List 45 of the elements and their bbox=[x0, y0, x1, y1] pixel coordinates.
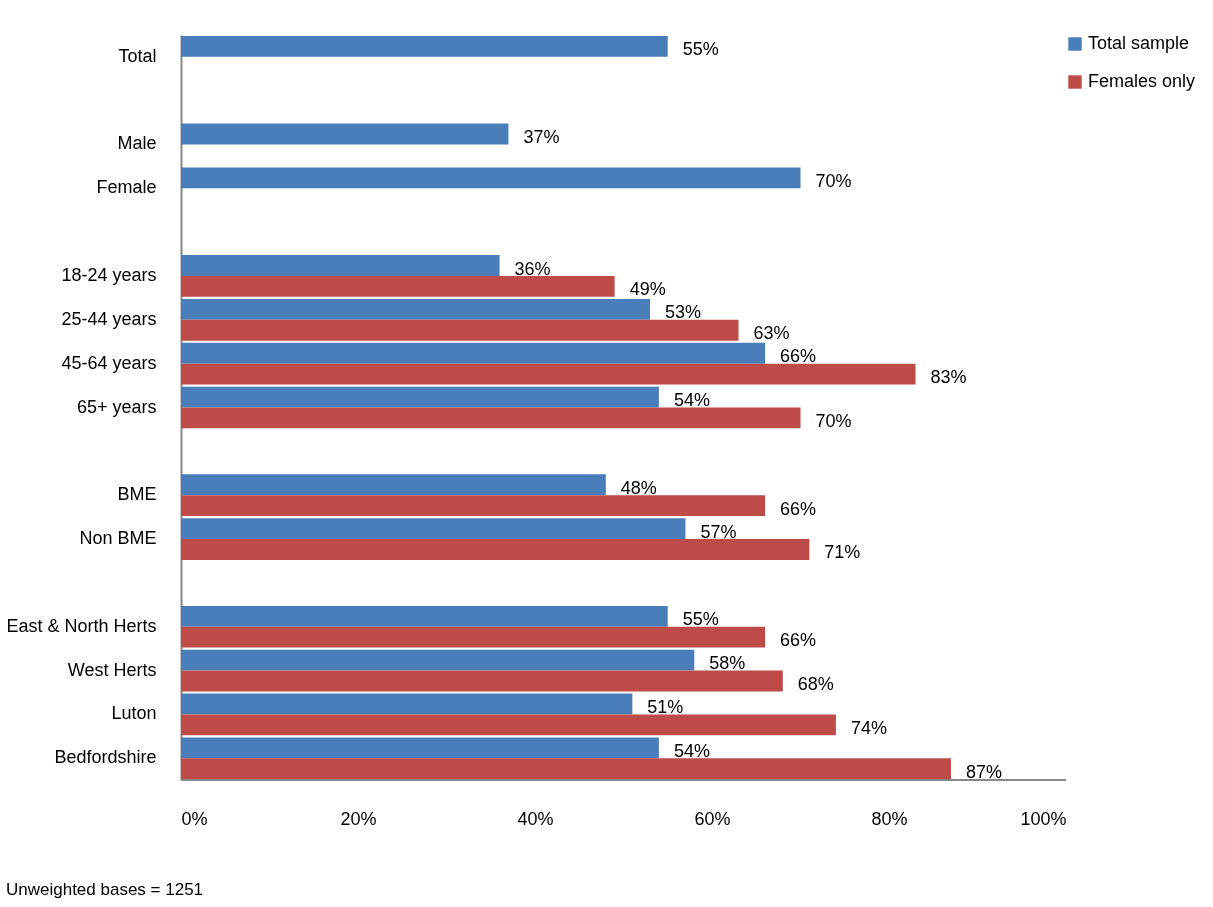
data-label: 70% bbox=[815, 410, 852, 431]
data-label: 83% bbox=[930, 367, 967, 388]
y-tick-label: Female bbox=[96, 177, 157, 198]
data-label: 51% bbox=[647, 697, 684, 718]
legend-label: Total sample bbox=[1088, 33, 1190, 53]
x-tick-label: 40% bbox=[517, 808, 554, 829]
data-label: 70% bbox=[815, 170, 852, 191]
x-tick-label: 100% bbox=[1020, 808, 1067, 829]
y-tick-label: 65+ years bbox=[76, 396, 157, 417]
data-label: 37% bbox=[523, 126, 560, 147]
data-label: 54% bbox=[673, 390, 710, 411]
data-label: 48% bbox=[620, 477, 657, 498]
data-label: 36% bbox=[514, 258, 551, 279]
y-tick-label: Non BME bbox=[79, 528, 157, 549]
text: Unweighted bases = 1251 bbox=[6, 880, 204, 900]
x-tick-label: 0% bbox=[181, 808, 208, 829]
data-label: 63% bbox=[753, 323, 790, 344]
y-tick-label: West Herts bbox=[67, 659, 157, 680]
legend-label: Females only bbox=[1088, 71, 1196, 91]
data-label: 68% bbox=[797, 674, 834, 695]
y-tick-label: East & North Herts bbox=[6, 615, 157, 636]
data-label: 58% bbox=[709, 653, 746, 674]
y-tick-label: BME bbox=[117, 484, 157, 505]
data-label: 66% bbox=[780, 346, 817, 367]
x-tick-label: 60% bbox=[694, 808, 731, 829]
data-label: 66% bbox=[780, 498, 817, 519]
data-label: 74% bbox=[850, 717, 887, 738]
data-label: 55% bbox=[682, 609, 719, 630]
data-label: 55% bbox=[682, 39, 719, 60]
y-tick-label: 25-44 years bbox=[61, 308, 157, 329]
data-label: 53% bbox=[665, 302, 702, 323]
y-tick-label: Bedfordshire bbox=[54, 747, 157, 768]
y-tick-label: 18-24 years bbox=[61, 264, 157, 285]
y-tick-label: Luton bbox=[111, 703, 157, 724]
data-label: 87% bbox=[965, 761, 1002, 782]
y-tick-label: Total bbox=[118, 45, 157, 66]
data-label: 49% bbox=[629, 279, 666, 300]
data-label: 71% bbox=[824, 542, 861, 563]
data-label: 54% bbox=[673, 740, 710, 761]
x-tick-label: 80% bbox=[871, 808, 908, 829]
data-label: 57% bbox=[700, 521, 737, 542]
x-tick-label: 20% bbox=[340, 808, 377, 829]
y-tick-label: Male bbox=[117, 133, 157, 154]
y-tick-label: 45-64 years bbox=[61, 352, 157, 373]
data-label: 66% bbox=[780, 630, 817, 651]
